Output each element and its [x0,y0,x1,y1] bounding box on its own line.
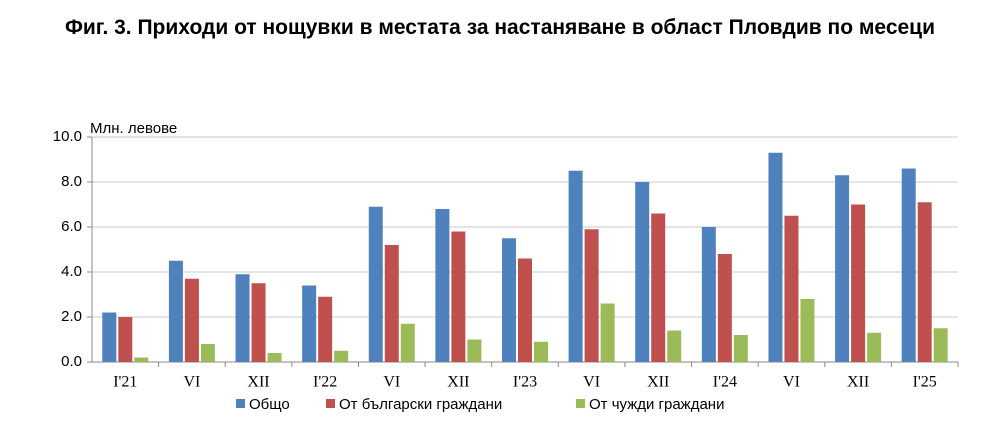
legend-label: Общо [249,396,290,413]
chart-title: Фиг. 3. Приходи от нощувки в местата за … [64,16,936,39]
y-tick-label: 0.0 [61,353,82,370]
y-tick-label: 8.0 [61,173,82,190]
x-tick-label: VI [583,374,600,391]
x-tick-label: XII [647,374,669,391]
bar [600,303,615,362]
bar [235,274,250,362]
bar [118,317,133,362]
x-tick-label: I'21 [113,374,137,391]
bar [917,202,932,362]
legend-swatch [576,399,585,408]
bar [933,328,948,362]
bar [168,260,183,362]
x-tick-label: I'23 [513,374,537,391]
x-tick-label: I'22 [313,374,337,391]
x-tick-label: I'25 [913,374,937,391]
bar [701,227,716,362]
y-tick-label: 2.0 [61,308,82,325]
bar [102,312,117,362]
x-tick-label: XII [447,374,469,391]
bar [518,258,532,362]
bar [467,339,482,362]
x-tick-label: XII [847,374,869,391]
bar [251,283,266,362]
x-tick-label: VI [183,374,200,391]
legend-swatch [236,399,245,408]
legend-swatch [326,399,335,408]
x-tick-label: VI [383,374,400,391]
bar [400,323,415,362]
bar [200,344,215,362]
bar [184,278,199,362]
bar [768,152,783,362]
bar [435,209,450,362]
bar [635,182,650,362]
y-tick-label: 6.0 [61,218,82,235]
bar [502,238,516,362]
bar [667,330,682,362]
x-tick-label: I'24 [713,374,737,391]
bar [318,296,333,362]
bar [534,341,548,362]
bar [302,285,317,362]
bar [568,170,583,362]
y-tick-label: 10.0 [53,128,82,145]
bar [451,231,466,362]
bar [368,206,383,362]
bar [835,175,850,362]
bar [851,204,866,362]
bar [784,215,799,362]
bar [267,353,282,362]
y-tick-label: 4.0 [61,263,82,280]
bar [651,213,666,362]
bar [901,168,916,362]
legend-label: От чужди граждани [589,396,724,413]
bar [867,332,882,362]
bar [334,350,349,362]
bar [384,245,399,362]
bar [717,254,732,362]
y-axis-label: Млн. левове [90,120,177,137]
bar [733,335,748,362]
bar [800,299,815,362]
bar [134,357,149,362]
x-tick-label: VI [783,374,800,391]
legend-label: От български граждани [339,396,502,413]
bar [584,229,599,362]
x-tick-label: XII [247,374,269,391]
